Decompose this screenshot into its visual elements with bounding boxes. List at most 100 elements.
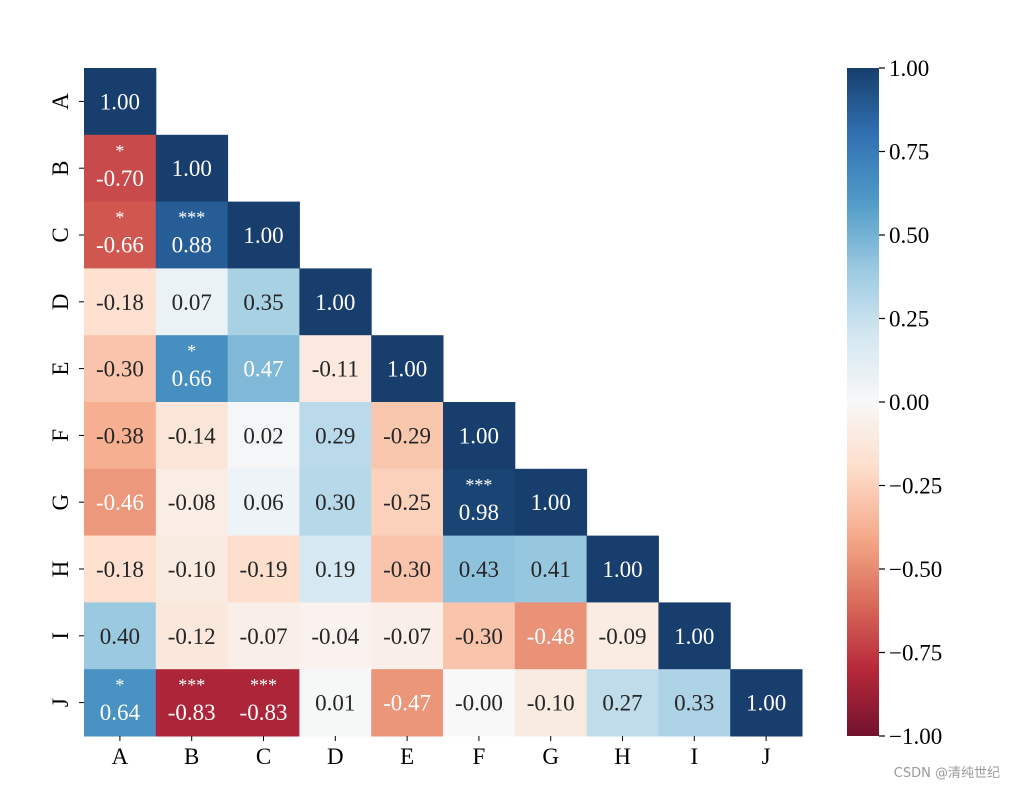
heatmap-cell — [84, 134, 157, 203]
cell-value-label: -0.18 — [96, 290, 144, 315]
heatmap-cell — [443, 468, 516, 537]
heatmap-cell — [84, 201, 157, 269]
cell-value-label: -0.25 — [383, 490, 431, 515]
y-tick-label: A — [48, 93, 73, 110]
y-tick-label: H — [48, 561, 73, 578]
heatmap-cell — [443, 602, 516, 670]
heatmap-cell — [658, 602, 731, 670]
cell-value-label: 1.00 — [315, 290, 355, 315]
cell-value-label: -0.30 — [383, 557, 431, 582]
heatmap-cell — [299, 402, 372, 470]
cell-value-label: 1.00 — [459, 423, 499, 448]
cell-value-label: -0.10 — [168, 557, 216, 582]
cell-value-label: 0.01 — [315, 691, 355, 716]
significance-marker: *** — [250, 675, 277, 695]
heatmap-cell — [443, 535, 516, 603]
heatmap-cell — [155, 201, 229, 269]
heatmap-cell — [371, 535, 444, 603]
cell-value-label: 0.27 — [602, 691, 642, 716]
cell-value-label: 1.00 — [243, 223, 283, 248]
heatmap-cell — [371, 468, 444, 537]
heatmap-cell — [155, 602, 229, 670]
cell-value-label: 0.66 — [172, 366, 212, 391]
colorbar-tick-label: 0.00 — [889, 390, 929, 415]
cell-value-label: -0.29 — [383, 423, 431, 448]
cell-value-label: -0.66 — [96, 233, 144, 258]
cell-value-label: -0.30 — [96, 357, 144, 382]
colorbar-tick-label: 1.00 — [889, 56, 929, 81]
cell-value-label: 0.07 — [172, 290, 212, 315]
heatmap-cell — [443, 669, 516, 737]
cell-value-label: 0.19 — [315, 557, 355, 582]
cell-value-label: -0.70 — [96, 166, 144, 191]
cell-value-label: 1.00 — [746, 691, 786, 716]
cell-value-label: -0.14 — [168, 423, 216, 448]
colorbar-tick-label: −0.50 — [889, 557, 942, 582]
significance-marker: * — [115, 208, 124, 228]
x-tick-label: J — [762, 744, 771, 769]
heatmap-cell — [155, 335, 229, 403]
cell-value-label: 0.98 — [459, 500, 499, 525]
cell-value-label: -0.04 — [311, 624, 359, 649]
significance-marker: *** — [178, 675, 205, 695]
heatmap-cell — [84, 602, 157, 670]
colorbar-tick-label: 0.25 — [889, 307, 929, 332]
heatmap-cell — [84, 335, 157, 403]
heatmap-cell — [227, 201, 300, 269]
heatmap-cell — [227, 535, 300, 603]
cell-value-label: 1.00 — [674, 624, 714, 649]
cell-value-label: -0.38 — [96, 423, 144, 448]
heatmap-cell — [227, 602, 300, 670]
cell-value-label: 0.06 — [243, 490, 283, 515]
heatmap-cell — [84, 468, 157, 537]
heatmap-cell — [514, 468, 588, 537]
cell-value-label: -0.48 — [527, 624, 575, 649]
significance-marker: * — [115, 141, 124, 161]
y-tick-label: F — [48, 429, 73, 442]
cell-value-label: -0.47 — [383, 691, 431, 716]
heatmap-cell — [155, 669, 229, 737]
cell-value-label: 0.41 — [531, 557, 571, 582]
significance-marker: *** — [178, 208, 205, 228]
cell-value-label: 0.47 — [243, 357, 283, 382]
significance-marker: * — [187, 341, 196, 361]
cell-value-label: -0.19 — [240, 557, 288, 582]
heatmap-cell — [227, 669, 300, 737]
cell-value-label: 1.00 — [531, 490, 571, 515]
cell-value-label: -0.10 — [527, 691, 575, 716]
y-tick-label: G — [48, 494, 73, 511]
y-tick-label: J — [48, 698, 73, 707]
x-tick-label: I — [690, 744, 698, 769]
heatmap-cell — [514, 535, 588, 603]
cell-value-label: -0.46 — [96, 490, 144, 515]
heatmap-cell — [586, 535, 659, 603]
x-tick-label: D — [327, 744, 344, 769]
y-tick-label: D — [48, 293, 73, 310]
x-tick-label: B — [184, 744, 199, 769]
heatmap-cell — [371, 402, 444, 470]
x-tick-label: A — [112, 744, 129, 769]
heatmap-cell — [586, 669, 659, 737]
heatmap-cell — [155, 134, 229, 203]
heatmap-cell — [514, 602, 588, 670]
cell-value-label: 0.88 — [172, 233, 212, 258]
cell-value-label: 0.43 — [459, 557, 499, 582]
heatmap-cell — [155, 535, 229, 603]
heatmap-cell — [227, 268, 300, 336]
cell-value-label: -0.07 — [383, 624, 431, 649]
cell-value-label: -0.30 — [455, 624, 503, 649]
heatmap-cell — [299, 535, 372, 603]
heatmap-cell — [299, 335, 372, 403]
cell-value-label: -0.00 — [455, 691, 503, 716]
heatmap-cell — [299, 468, 372, 537]
heatmap-cell — [155, 268, 229, 336]
cell-value-label: 0.33 — [674, 691, 714, 716]
heatmap-cell — [371, 602, 444, 670]
cell-value-label: -0.09 — [599, 624, 647, 649]
cell-value-label: -0.12 — [168, 624, 216, 649]
cell-value-label: 0.35 — [243, 290, 283, 315]
heatmap-cell — [299, 602, 372, 670]
cell-value-label: 1.00 — [602, 557, 642, 582]
x-tick-label: G — [542, 744, 559, 769]
